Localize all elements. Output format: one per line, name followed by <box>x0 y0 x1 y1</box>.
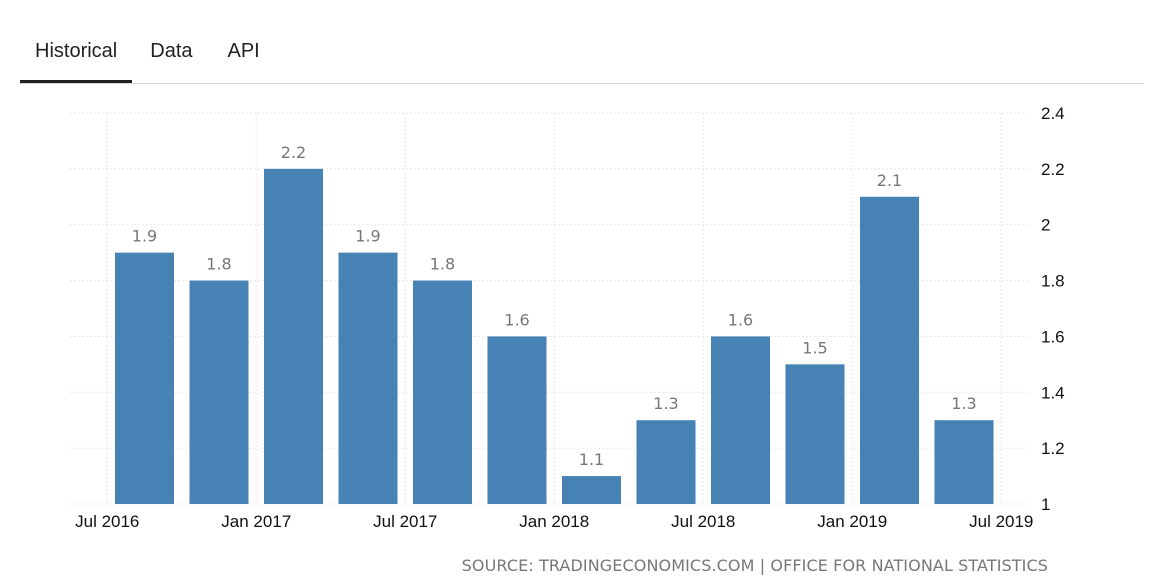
y-axis: 1 1.2 1.4 1.6 1.8 2 2.2 2.4 <box>1041 104 1065 514</box>
x-axis: Jul 2016 Jan 2017 Jul 2017 Jan 2018 Jul 2018… <box>75 512 1033 531</box>
bar[interactable] <box>264 168 323 504</box>
x-tick-label: Jul 2017 <box>373 512 437 531</box>
y-tick-label: 1.6 <box>1041 327 1065 346</box>
data-label: 1.8 <box>430 255 455 274</box>
data-labels: 1.9 1.8 2.2 1.9 1.8 1.6 1.1 1.3 1.6 1.5 2.1 1.3 <box>132 143 977 469</box>
bar[interactable] <box>413 280 472 504</box>
bar[interactable] <box>934 420 994 504</box>
data-label: 1.9 <box>132 227 157 246</box>
data-label: 1.3 <box>653 394 678 413</box>
bar[interactable] <box>338 252 398 504</box>
y-tick-label: 1.8 <box>1041 272 1065 291</box>
data-label: 1.6 <box>728 310 753 329</box>
y-tick-label: 1.2 <box>1041 439 1065 458</box>
x-tick-label: Jul 2019 <box>969 512 1033 531</box>
data-label: 1.1 <box>579 450 604 469</box>
bar-series <box>115 168 994 505</box>
bar[interactable] <box>636 420 696 504</box>
x-tick-label: Jul 2016 <box>75 512 139 531</box>
x-tick-label: Jan 2018 <box>519 512 589 531</box>
tab-bar: Historical Data API <box>20 20 1144 84</box>
tab-api[interactable]: API <box>227 40 260 62</box>
x-tick-label: Jan 2017 <box>221 512 291 531</box>
data-label: 2.1 <box>877 171 902 190</box>
data-label: 2.2 <box>281 143 306 162</box>
tab-historical[interactable]: Historical <box>20 20 133 83</box>
source-attribution: SOURCE: TRADINGECONOMICS.COM | OFFICE FO… <box>461 556 1048 575</box>
bar[interactable] <box>487 336 547 504</box>
bar[interactable] <box>860 196 919 505</box>
data-label: 1.5 <box>802 338 827 357</box>
y-tick-label: 1.4 <box>1041 383 1065 402</box>
data-label: 1.6 <box>504 310 529 329</box>
y-tick-label: 1 <box>1041 495 1050 514</box>
x-tick-label: Jul 2018 <box>671 512 735 531</box>
bar[interactable] <box>562 476 621 504</box>
y-tick-label: 2 <box>1041 216 1050 235</box>
data-label: 1.9 <box>355 227 380 246</box>
bar[interactable] <box>711 336 770 504</box>
y-tick-label: 2.2 <box>1041 160 1065 179</box>
tab-data[interactable]: Data <box>150 40 193 62</box>
bar[interactable] <box>785 364 845 504</box>
x-tick-label: Jan 2019 <box>817 512 887 531</box>
data-label: 1.8 <box>206 255 231 274</box>
y-tick-label: 2.4 <box>1041 104 1065 123</box>
bar[interactable] <box>189 280 249 504</box>
bar[interactable] <box>115 252 174 504</box>
data-label: 1.3 <box>951 394 976 413</box>
